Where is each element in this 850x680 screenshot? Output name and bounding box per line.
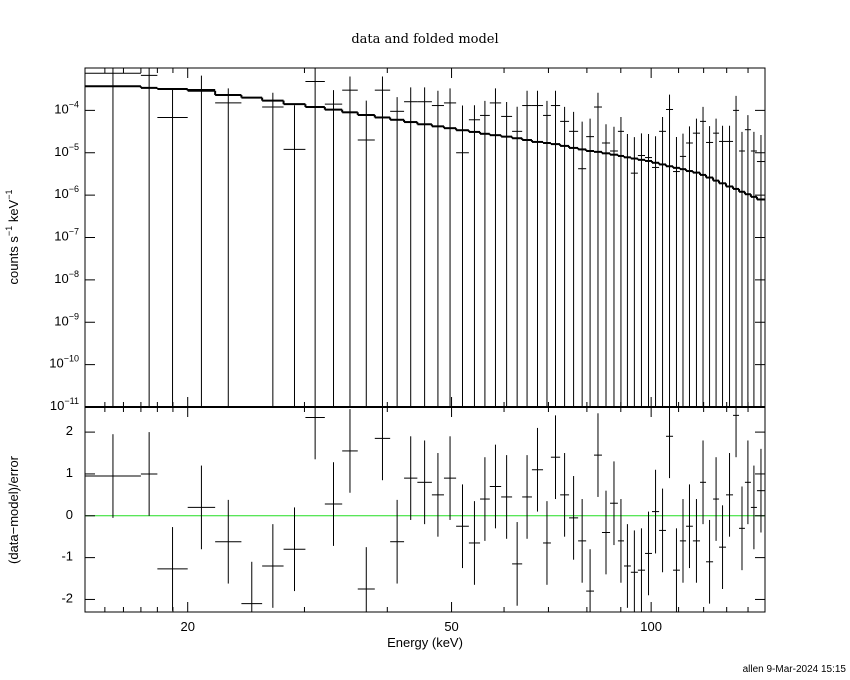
y-tick-label: 10−6 xyxy=(54,185,79,202)
y-tick-label: 10−9 xyxy=(54,312,79,329)
top-panel xyxy=(85,68,765,407)
footer: allen 9-Mar-2024 15:15 xyxy=(743,664,847,675)
y-axis-label: (data−model)/error xyxy=(6,455,21,564)
y-axis-label: counts s−1 keV−1 xyxy=(4,190,21,285)
x-tick-label: 100 xyxy=(640,619,662,634)
x-tick-label: 50 xyxy=(444,619,458,634)
y-tick-label: 0 xyxy=(66,507,73,522)
x-tick-label: 20 xyxy=(180,619,194,634)
y-tick-label: 10−7 xyxy=(54,227,79,244)
y-tick-label: 10−8 xyxy=(54,269,79,286)
y-tick-label: 1 xyxy=(66,465,73,480)
residual-panel xyxy=(85,407,765,612)
y-tick-label: 2 xyxy=(66,424,73,439)
y-tick-label: 10−5 xyxy=(54,142,79,159)
y-tick-label: 10−11 xyxy=(50,396,79,413)
y-tick-label: -2 xyxy=(61,591,73,606)
x-axis-label: Energy (keV) xyxy=(387,635,463,650)
y-tick-label: 10−4 xyxy=(54,100,79,117)
y-tick-label: -1 xyxy=(61,549,73,564)
y-tick-label: 10−10 xyxy=(49,354,79,371)
chart-title: data and folded model xyxy=(351,32,498,47)
